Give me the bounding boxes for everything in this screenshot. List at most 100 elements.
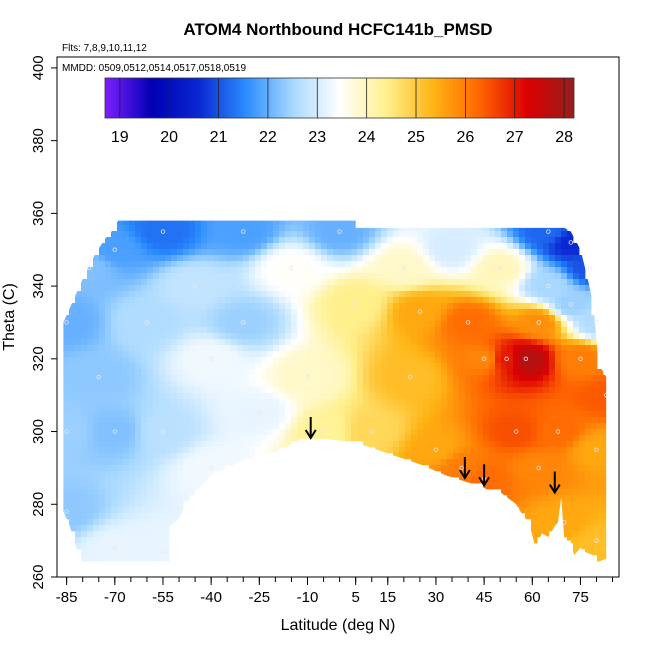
field-cell: [471, 453, 478, 460]
field-cell: [441, 225, 448, 232]
field-cell: [477, 423, 484, 430]
field-cell: [261, 429, 268, 436]
field-cell: [219, 285, 226, 292]
field-cell: [315, 225, 322, 232]
concentration-field: [63, 220, 607, 562]
field-cell: [159, 435, 166, 442]
field-cell: [63, 399, 70, 406]
field-cell: [117, 267, 124, 274]
field-cell: [135, 465, 142, 472]
field-cell: [153, 249, 160, 256]
field-cell: [249, 453, 256, 460]
field-cell: [579, 375, 586, 382]
field-cell: [99, 387, 106, 394]
field-cell: [165, 459, 172, 466]
field-cell: [153, 453, 160, 460]
field-cell: [309, 255, 316, 262]
field-cell: [81, 387, 88, 394]
field-cell: [561, 369, 568, 376]
field-cell: [537, 429, 544, 436]
field-cell: [381, 225, 388, 232]
field-cell: [321, 429, 328, 436]
field-cell: [177, 411, 184, 418]
field-cell: [129, 417, 136, 424]
field-cell: [333, 351, 340, 358]
field-cell: [531, 435, 538, 442]
field-cell: [153, 339, 160, 346]
y-tick-label: 400: [30, 55, 47, 80]
field-cell: [429, 387, 436, 394]
field-cell: [429, 381, 436, 388]
field-cell: [561, 435, 568, 442]
field-cell: [99, 315, 106, 322]
field-cell: [357, 321, 364, 328]
field-cell: [555, 333, 562, 340]
field-cell: [117, 351, 124, 358]
field-cell: [99, 291, 106, 298]
field-cell: [201, 381, 208, 388]
field-cell: [309, 375, 316, 382]
field-cell: [165, 555, 172, 562]
field-cell: [393, 357, 400, 364]
field-cell: [93, 489, 100, 496]
field-cell: [369, 411, 376, 418]
field-cell: [471, 225, 478, 232]
field-cell: [345, 351, 352, 358]
field-cell: [309, 423, 316, 430]
field-cell: [321, 220, 328, 226]
field-cell: [417, 381, 424, 388]
field-cell: [189, 273, 196, 280]
field-cell: [213, 321, 220, 328]
field-cell: [129, 333, 136, 340]
field-cell: [471, 399, 478, 406]
field-cell: [501, 363, 508, 370]
field-cell: [441, 351, 448, 358]
y-tick-label: 300: [30, 419, 47, 444]
field-cell: [141, 243, 148, 250]
field-cell: [531, 483, 538, 490]
field-cell: [279, 411, 286, 418]
field-cell: [351, 387, 358, 394]
field-cell: [375, 237, 382, 244]
field-cell: [495, 465, 502, 472]
field-cell: [495, 351, 502, 358]
field-cell: [357, 375, 364, 382]
field-cell: [105, 387, 112, 394]
field-cell: [573, 543, 580, 550]
field-cell: [585, 537, 592, 544]
field-cell: [477, 285, 484, 292]
field-cell: [225, 327, 232, 334]
field-cell: [483, 279, 490, 286]
field-cell: [303, 345, 310, 352]
field-cell: [195, 441, 202, 448]
field-cell: [381, 237, 388, 244]
field-cell: [453, 351, 460, 358]
field-cell: [273, 291, 280, 298]
field-cell: [423, 231, 430, 238]
field-cell: [537, 471, 544, 478]
field-cell: [123, 399, 130, 406]
colorbar-tick-label: 21: [210, 129, 228, 146]
field-cell: [231, 220, 238, 226]
field-cell: [69, 519, 76, 526]
field-cell: [243, 447, 250, 454]
field-cell: [417, 375, 424, 382]
field-cell: [87, 363, 94, 370]
field-cell: [549, 285, 556, 292]
field-cell: [75, 297, 82, 304]
field-cell: [459, 315, 466, 322]
field-cell: [75, 447, 82, 454]
field-cell: [99, 321, 106, 328]
field-cell: [555, 381, 562, 388]
field-cell: [231, 249, 238, 256]
field-cell: [447, 387, 454, 394]
field-cell: [321, 303, 328, 310]
field-cell: [465, 327, 472, 334]
field-cell: [591, 435, 598, 442]
field-cell: [297, 261, 304, 268]
field-cell: [237, 459, 244, 466]
field-cell: [393, 225, 400, 232]
field-cell: [255, 405, 262, 412]
field-cell: [537, 519, 544, 526]
field-cell: [231, 441, 238, 448]
